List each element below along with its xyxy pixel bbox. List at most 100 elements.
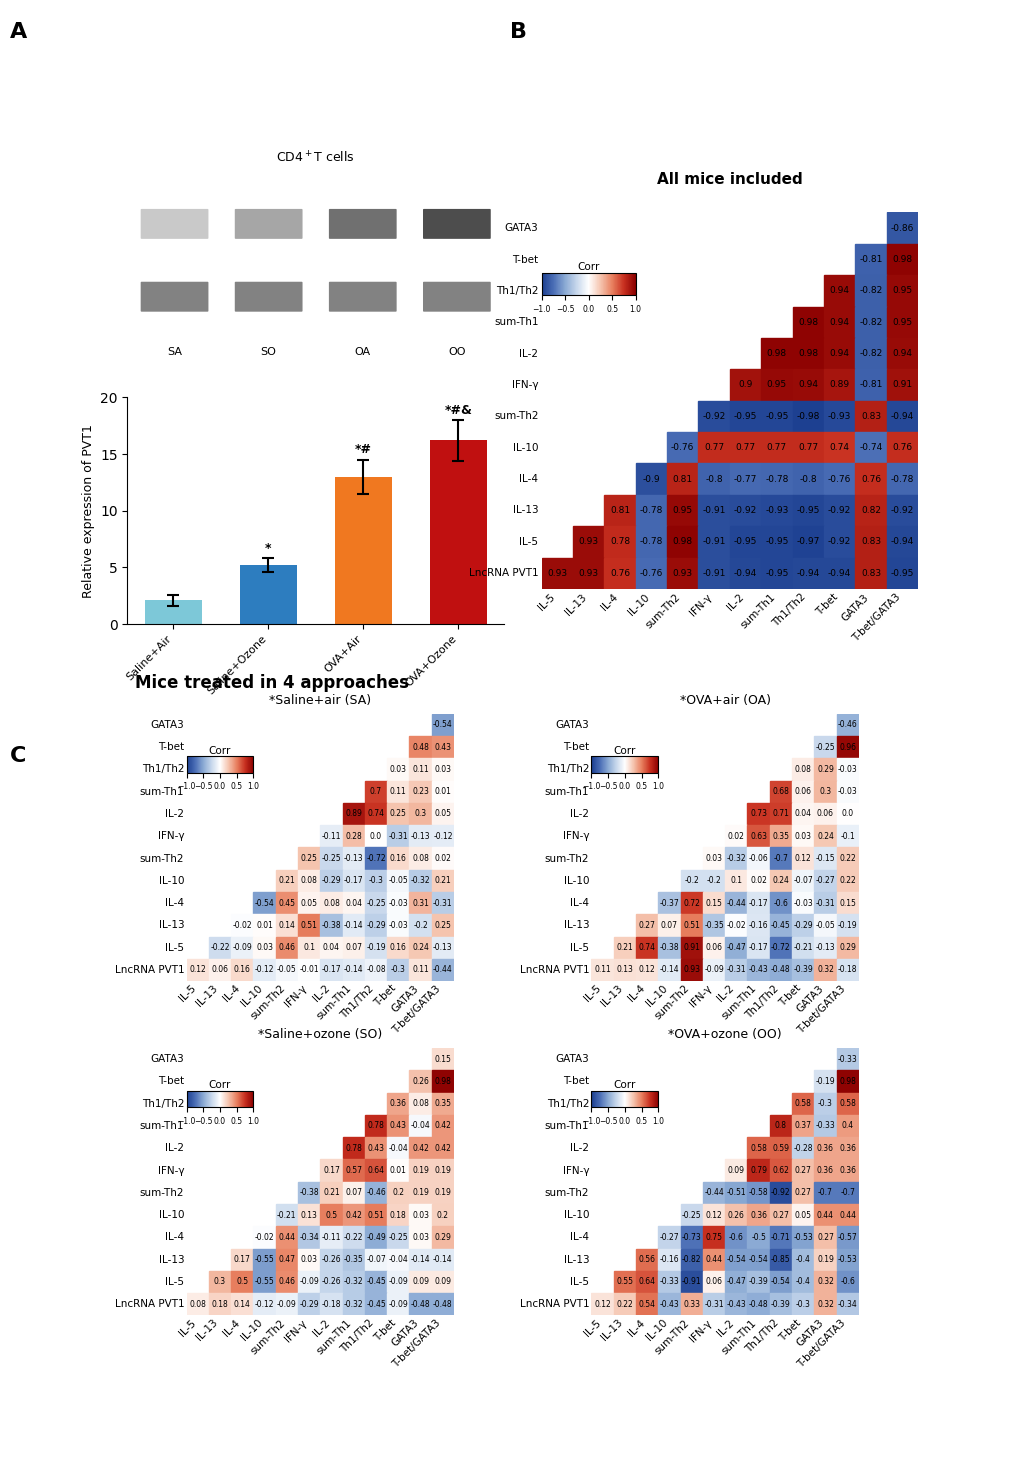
Bar [747,803,769,825]
Bar [431,1271,453,1293]
Text: IFN-γ: IFN-γ [562,831,589,841]
Bar [365,1271,387,1293]
Bar [431,847,453,869]
Text: 0.74: 0.74 [828,443,849,452]
Text: -0.7: -0.7 [817,1188,833,1197]
Text: 0.29: 0.29 [839,943,855,952]
Text: 0.12: 0.12 [705,1210,721,1219]
Text: T-bet/GATA3: T-bet/GATA3 [850,593,902,644]
Bar [747,847,769,869]
Text: 0.76: 0.76 [860,474,880,483]
Bar [409,847,431,869]
Text: -0.12: -0.12 [433,832,452,841]
Text: IL-13: IL-13 [599,983,625,1008]
Bar [836,780,858,803]
Text: -0.93: -0.93 [827,412,851,421]
Text: -0.09: -0.09 [299,1277,319,1286]
Text: -0.47: -0.47 [726,1277,746,1286]
Text: 0.64: 0.64 [638,1277,655,1286]
Bar [431,1070,453,1092]
Bar [342,847,365,869]
Bar [231,937,253,959]
Text: 0.91: 0.91 [683,943,699,952]
Text: -0.95: -0.95 [890,569,913,578]
Bar [209,1293,231,1315]
Text: 0.42: 0.42 [434,1144,450,1153]
Bar [680,1293,702,1315]
Bar [813,869,836,891]
Text: 0.09: 0.09 [412,1277,429,1286]
Text: Th1/Th2: Th1/Th2 [338,983,376,1020]
Text: 0.91: 0.91 [892,380,911,390]
Text: -0.34: -0.34 [837,1299,857,1310]
Text: -0.03: -0.03 [388,921,408,930]
Bar [813,758,836,780]
Text: 0.35: 0.35 [434,1100,451,1108]
Text: -0.31: -0.31 [726,965,746,974]
Bar [813,915,836,937]
Text: 0.12: 0.12 [594,1299,610,1310]
Bar [320,915,342,937]
Bar [813,1114,836,1137]
Text: IL-4: IL-4 [221,1318,243,1338]
Bar [431,915,453,937]
Text: 0.08: 0.08 [794,766,811,774]
Text: 0.06: 0.06 [211,965,228,974]
Bar [813,736,836,758]
Text: sum-Th2: sum-Th2 [140,853,184,863]
Text: IL-10: IL-10 [644,983,668,1008]
Bar [298,1205,320,1227]
Text: -0.77: -0.77 [733,474,756,483]
Text: -0.05: -0.05 [815,921,835,930]
Bar [792,464,823,495]
Text: T-bet: T-bet [372,1318,398,1344]
Text: sum-Th2: sum-Th2 [248,983,286,1021]
Text: -0.39: -0.39 [770,1299,790,1310]
Text: 0.15: 0.15 [434,1055,450,1064]
Text: All mice included: All mice included [656,173,802,188]
Bar [342,1137,365,1159]
Text: -0.19: -0.19 [815,1077,835,1086]
Text: 0.76: 0.76 [892,443,911,452]
Text: 0.73: 0.73 [749,810,766,819]
Text: -0.18: -0.18 [838,965,857,974]
Text: 0.94: 0.94 [798,380,817,390]
Text: T-bet: T-bet [813,593,839,618]
Bar [409,1227,431,1249]
Bar [387,1293,409,1315]
Text: *#: *# [355,443,371,457]
Text: -0.33: -0.33 [815,1122,835,1131]
Text: 0.51: 0.51 [683,921,699,930]
Text: IL-10: IL-10 [239,983,264,1008]
Text: IL-2: IL-2 [715,1318,736,1338]
Text: 0.51: 0.51 [301,921,317,930]
Text: 0.36: 0.36 [389,1100,407,1108]
Text: -0.45: -0.45 [366,1299,385,1310]
Text: -0.06: -0.06 [748,854,767,863]
Text: -0.76: -0.76 [671,443,694,452]
Text: 0.83: 0.83 [860,538,880,547]
Bar [409,1114,431,1137]
Bar [792,306,823,338]
Text: 0.74: 0.74 [638,943,655,952]
Text: B: B [510,22,527,43]
Text: 0.94: 0.94 [892,349,911,358]
Text: 0.25: 0.25 [301,854,317,863]
Bar [431,825,453,847]
Text: 0.57: 0.57 [344,1166,362,1175]
Bar [657,1293,680,1315]
Bar [854,495,886,526]
Bar [813,959,836,981]
Text: sum-Th2: sum-Th2 [652,983,691,1021]
Bar [702,1271,725,1293]
Bar [342,915,365,937]
Text: 0.19: 0.19 [434,1166,450,1175]
Bar [680,891,702,915]
Bar [603,526,635,557]
Text: 0.98: 0.98 [839,1077,855,1086]
Text: 0.12: 0.12 [638,965,655,974]
Bar [387,1092,409,1114]
Bar [365,937,387,959]
Text: -0.37: -0.37 [659,899,679,907]
Text: T-bet: T-bet [372,983,398,1009]
